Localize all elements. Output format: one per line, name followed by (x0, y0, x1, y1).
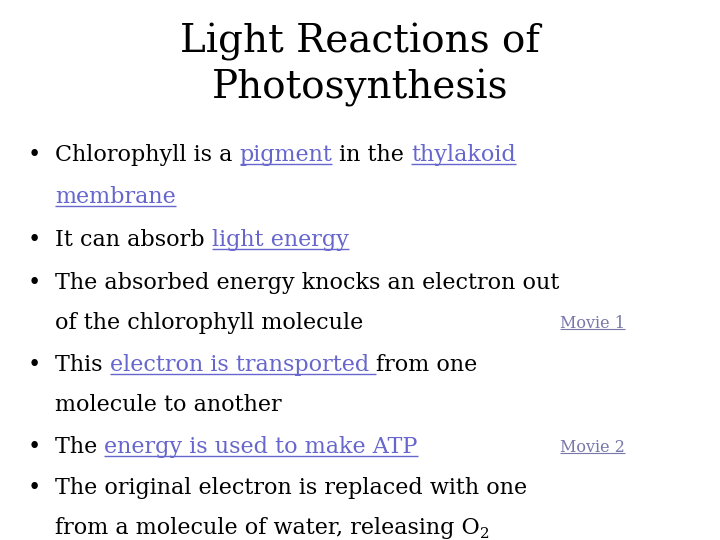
Text: •: • (28, 436, 41, 458)
Text: from a molecule of water, releasing O: from a molecule of water, releasing O (55, 517, 480, 539)
Text: from one: from one (376, 354, 477, 376)
Text: •: • (28, 272, 41, 294)
Text: •: • (28, 229, 41, 251)
Text: electron is transported: electron is transported (109, 354, 376, 376)
Text: Movie 1: Movie 1 (560, 314, 625, 332)
Text: It can absorb: It can absorb (55, 229, 212, 251)
Text: 2: 2 (480, 527, 490, 540)
Text: in the: in the (333, 144, 411, 166)
Text: thylakoid: thylakoid (411, 144, 516, 166)
Text: of the chlorophyll molecule: of the chlorophyll molecule (55, 312, 364, 334)
Text: The: The (55, 436, 104, 458)
Text: pigment: pigment (240, 144, 333, 166)
Text: Light Reactions of: Light Reactions of (180, 23, 540, 61)
Text: •: • (28, 477, 41, 499)
Text: light energy: light energy (212, 229, 348, 251)
Text: Movie 2: Movie 2 (560, 438, 625, 456)
Text: •: • (28, 144, 41, 166)
Text: membrane: membrane (55, 186, 176, 208)
Text: The original electron is replaced with one: The original electron is replaced with o… (55, 477, 527, 499)
Text: Photosynthesis: Photosynthesis (212, 69, 508, 107)
Text: energy is used to make ATP: energy is used to make ATP (104, 436, 418, 458)
Text: •: • (28, 354, 41, 376)
Text: This: This (55, 354, 109, 376)
Text: molecule to another: molecule to another (55, 394, 282, 416)
Text: Chlorophyll is a: Chlorophyll is a (55, 144, 240, 166)
Text: The absorbed energy knocks an electron out: The absorbed energy knocks an electron o… (55, 272, 559, 294)
